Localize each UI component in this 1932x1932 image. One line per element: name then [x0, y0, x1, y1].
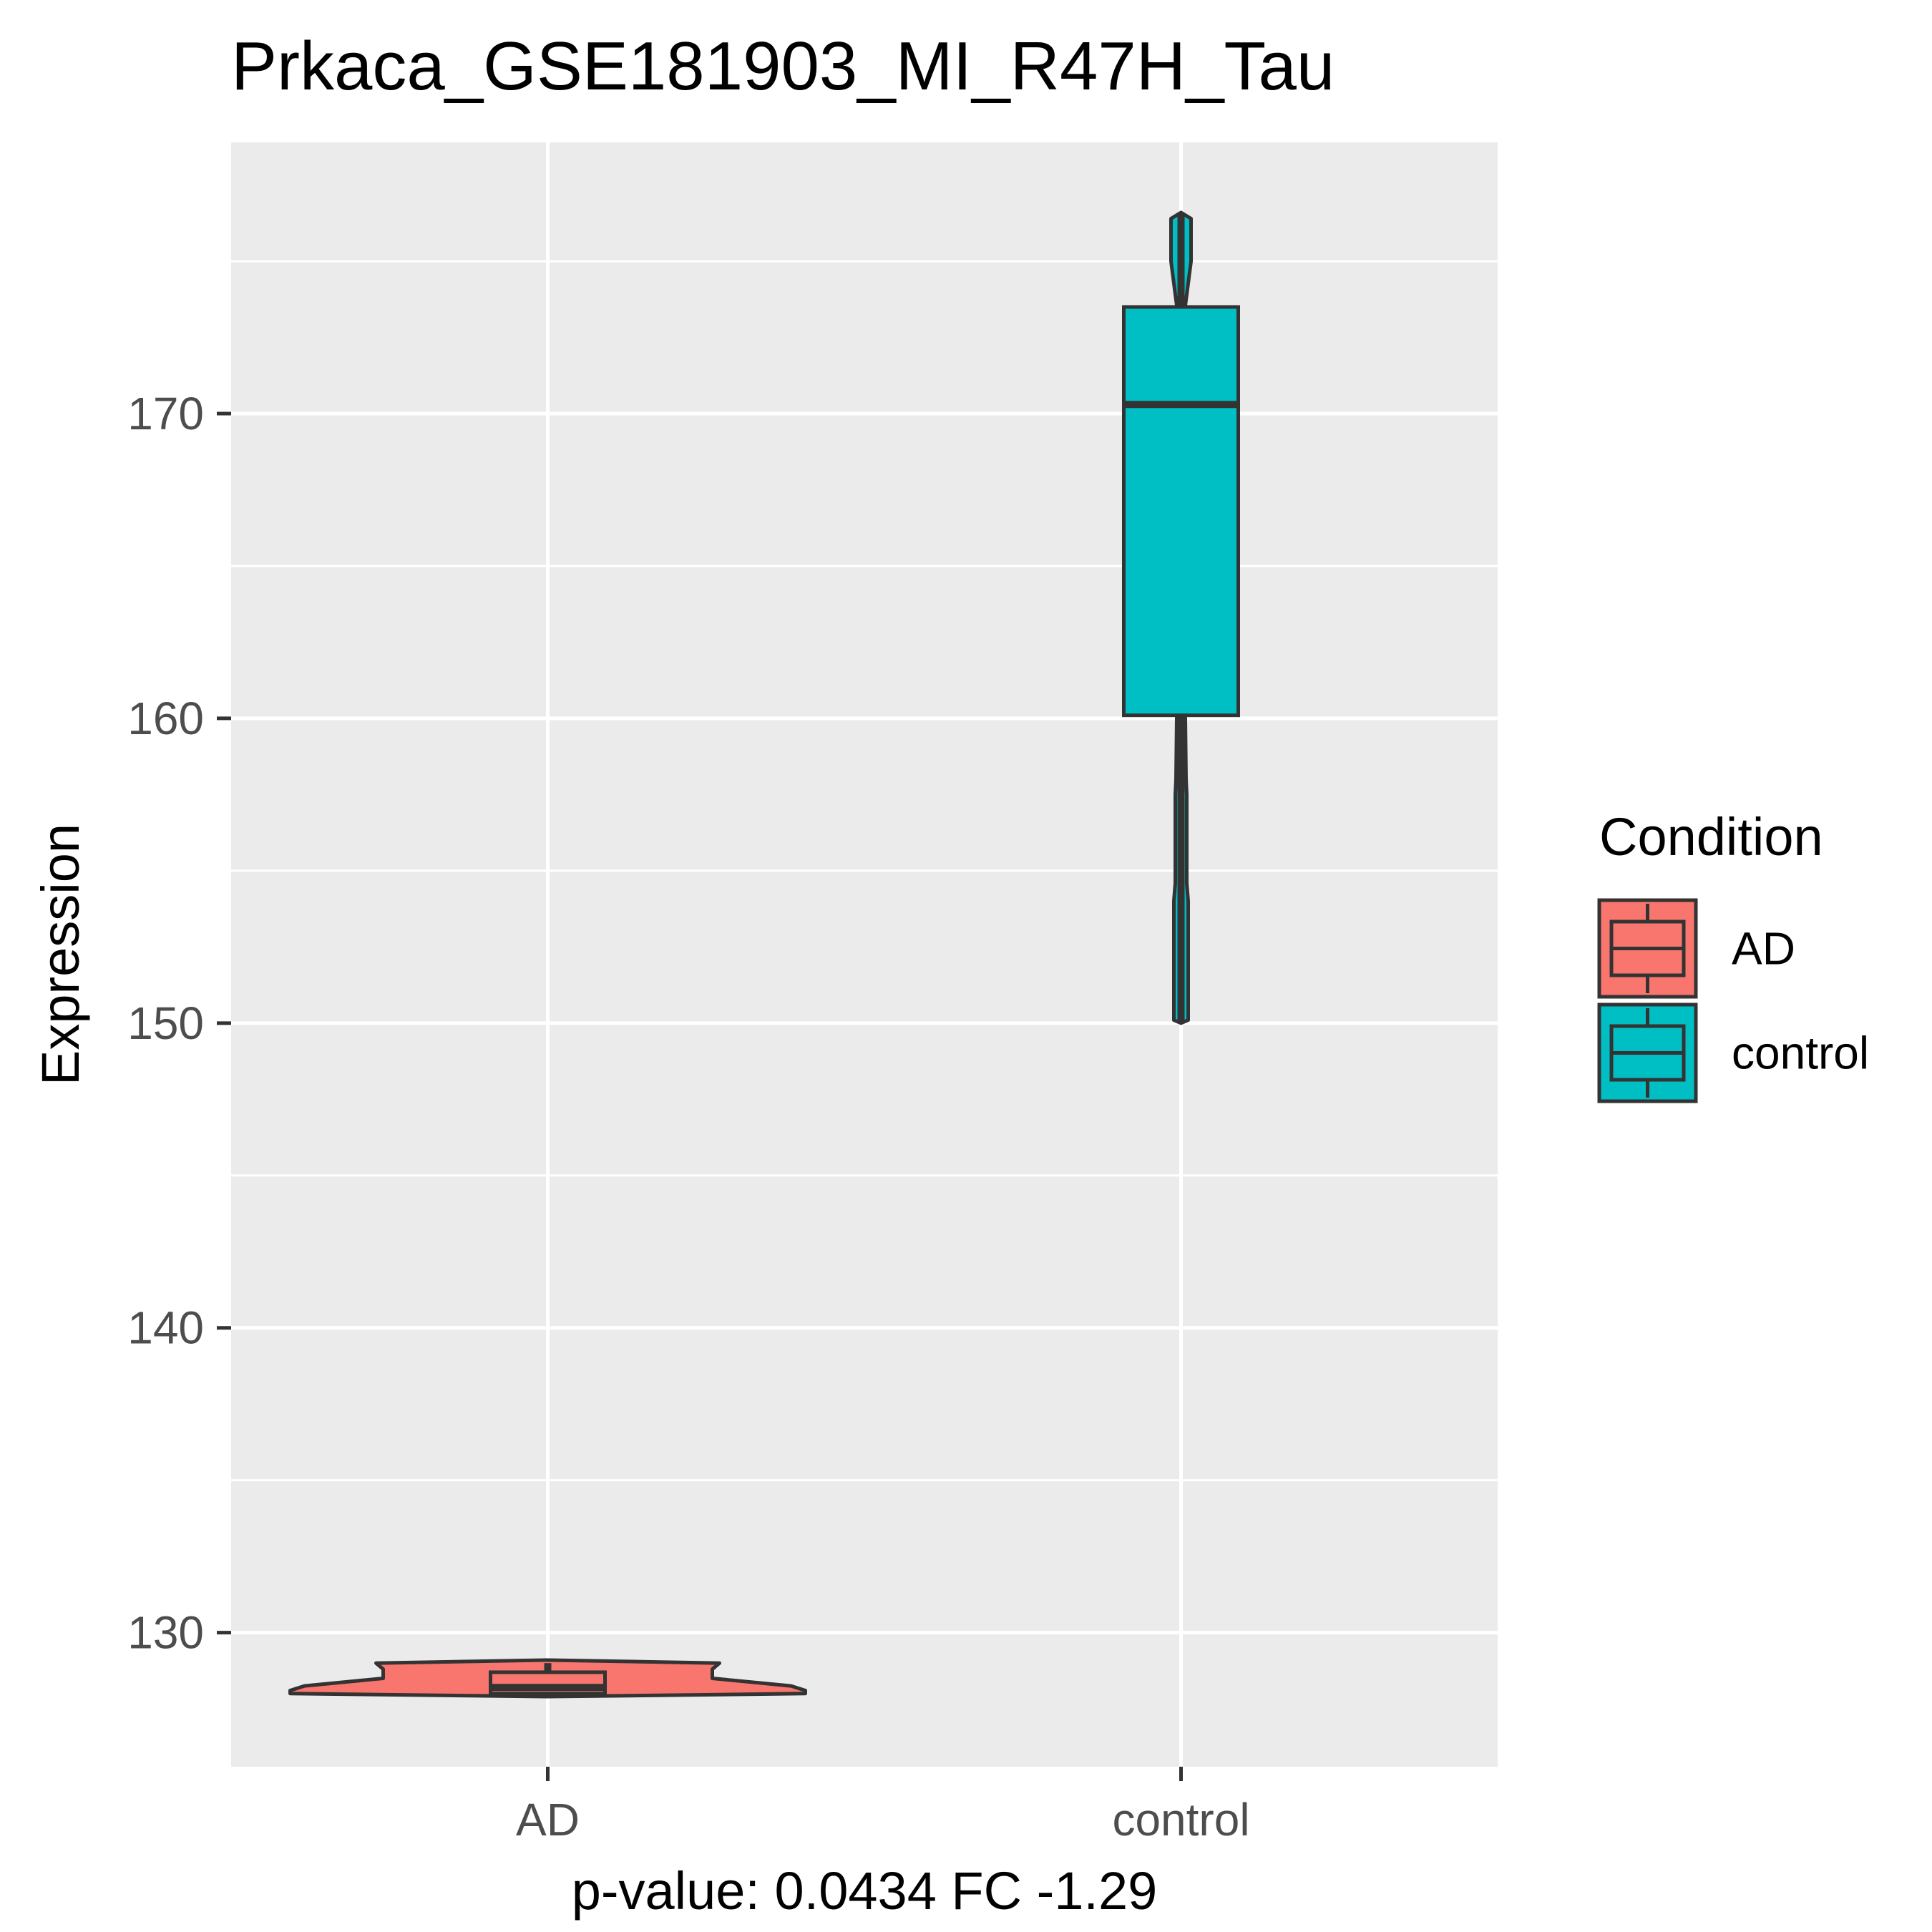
- y-tick-label: 130: [127, 1607, 204, 1659]
- boxplot-ad: [489, 1663, 607, 1696]
- boxes: [489, 212, 1240, 1696]
- x-tick-label: AD: [516, 1794, 580, 1845]
- x-axis-title: p-value: 0.0434 FC -1.29: [572, 1861, 1158, 1921]
- grid-minor: [231, 260, 1498, 1482]
- y-axis: 130 140 150 160 170: [127, 388, 231, 1659]
- legend-item-ad: AD: [1597, 898, 1795, 999]
- x-tick-label: control: [1112, 1794, 1249, 1845]
- y-tick-label: 150: [127, 997, 204, 1049]
- y-tick-label: 140: [127, 1302, 204, 1354]
- boxplot-control: [1122, 212, 1240, 1023]
- plot-panel: [231, 142, 1498, 1767]
- legend-label: control: [1732, 1028, 1869, 1079]
- x-axis: AD control: [516, 1767, 1250, 1845]
- y-tick-label: 170: [127, 388, 204, 439]
- legend-item-control: control: [1597, 1002, 1869, 1103]
- legend-title: Condition: [1599, 807, 1823, 867]
- legend-label: AD: [1732, 923, 1795, 975]
- chart-title: Prkaca_GSE181903_MI_R47H_Tau: [231, 28, 1335, 104]
- box: [1122, 305, 1240, 718]
- y-axis-title: Expression: [31, 824, 90, 1085]
- y-tick-label: 160: [127, 693, 204, 744]
- legend: Condition AD control: [1597, 807, 1869, 1103]
